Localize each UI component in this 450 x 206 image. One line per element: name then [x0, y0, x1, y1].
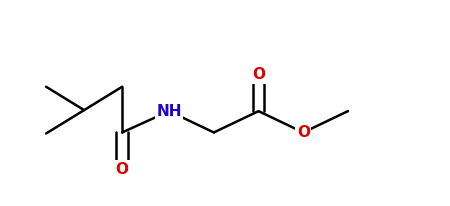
Text: NH: NH — [156, 104, 182, 119]
Text: O: O — [252, 67, 265, 82]
Text: O: O — [116, 162, 129, 177]
Text: O: O — [297, 125, 310, 140]
